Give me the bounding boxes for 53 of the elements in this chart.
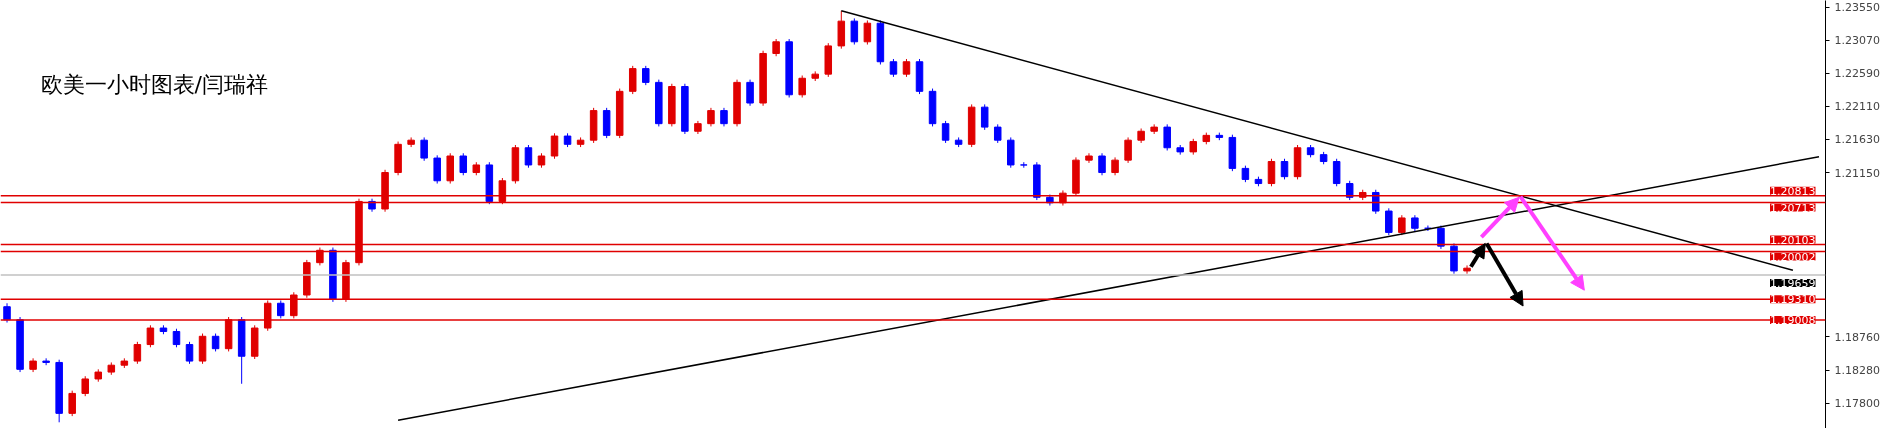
- candlestick: [1385, 207, 1393, 236]
- candlestick: [850, 17, 859, 46]
- candlestick: [550, 132, 559, 160]
- candlestick: [720, 107, 728, 127]
- candlestick: [1280, 158, 1289, 180]
- candlestick: [1267, 158, 1276, 187]
- candlestick: [1463, 264, 1471, 275]
- candlestick: [185, 341, 194, 365]
- ref-line-label: 1.20002: [1770, 250, 1816, 264]
- ref-line-label: 1.19659: [1770, 277, 1816, 291]
- y-tick-label: 1.23070: [1834, 34, 1880, 48]
- candlestick: [407, 136, 415, 148]
- ref-line-label: 1.19008: [1770, 313, 1816, 327]
- candlestick: [642, 65, 650, 86]
- candlestick: [980, 103, 989, 131]
- candlestick: [68, 390, 76, 417]
- candlestick: [1345, 180, 1354, 201]
- candlestick: [172, 328, 181, 348]
- candlestick: [1332, 158, 1341, 187]
- candlestick: [863, 19, 872, 46]
- candlestick: [1098, 152, 1106, 176]
- ref-line-label: 1.20713: [1770, 201, 1816, 215]
- y-tick-label: 1.18760: [1834, 330, 1880, 344]
- candlestick: [524, 144, 533, 169]
- candlestick: [1372, 189, 1380, 215]
- candlestick: [3, 302, 11, 324]
- candlestick: [420, 136, 428, 162]
- candlestick: [1163, 123, 1171, 152]
- candlestick: [993, 123, 1002, 144]
- y-tick-label: 1.23550: [1834, 1, 1880, 15]
- candlestick: [1124, 136, 1132, 164]
- y-tick-label: 1.17800: [1834, 397, 1880, 411]
- ref-line-label: 1.20103: [1770, 233, 1816, 247]
- y-tick-label: 1.22110: [1834, 100, 1880, 114]
- y-tick-label: 1.22590: [1834, 67, 1880, 81]
- y-tick-label: 1.21630: [1834, 133, 1880, 147]
- candlestick: [459, 152, 468, 176]
- candlestick: [628, 65, 637, 95]
- candlestick: [81, 375, 89, 397]
- candlestick: [146, 324, 155, 348]
- candlestick: [433, 154, 441, 185]
- candlestick: [941, 120, 950, 144]
- candlestick: [798, 75, 806, 99]
- ref-line-label: 1.20813: [1770, 184, 1816, 198]
- candlestick: [707, 107, 715, 127]
- candlestick: [133, 341, 142, 365]
- text: 欧美一小时图表/闫瑞祥: [40, 71, 268, 97]
- ref-line-label: 1.19310: [1770, 293, 1816, 307]
- candlestick: [746, 79, 754, 107]
- y-tick-label: 1.21150: [1834, 166, 1880, 180]
- candlestick: [42, 357, 50, 366]
- candlestick: [1437, 225, 1445, 250]
- y-tick-label: 1.18280: [1834, 364, 1880, 378]
